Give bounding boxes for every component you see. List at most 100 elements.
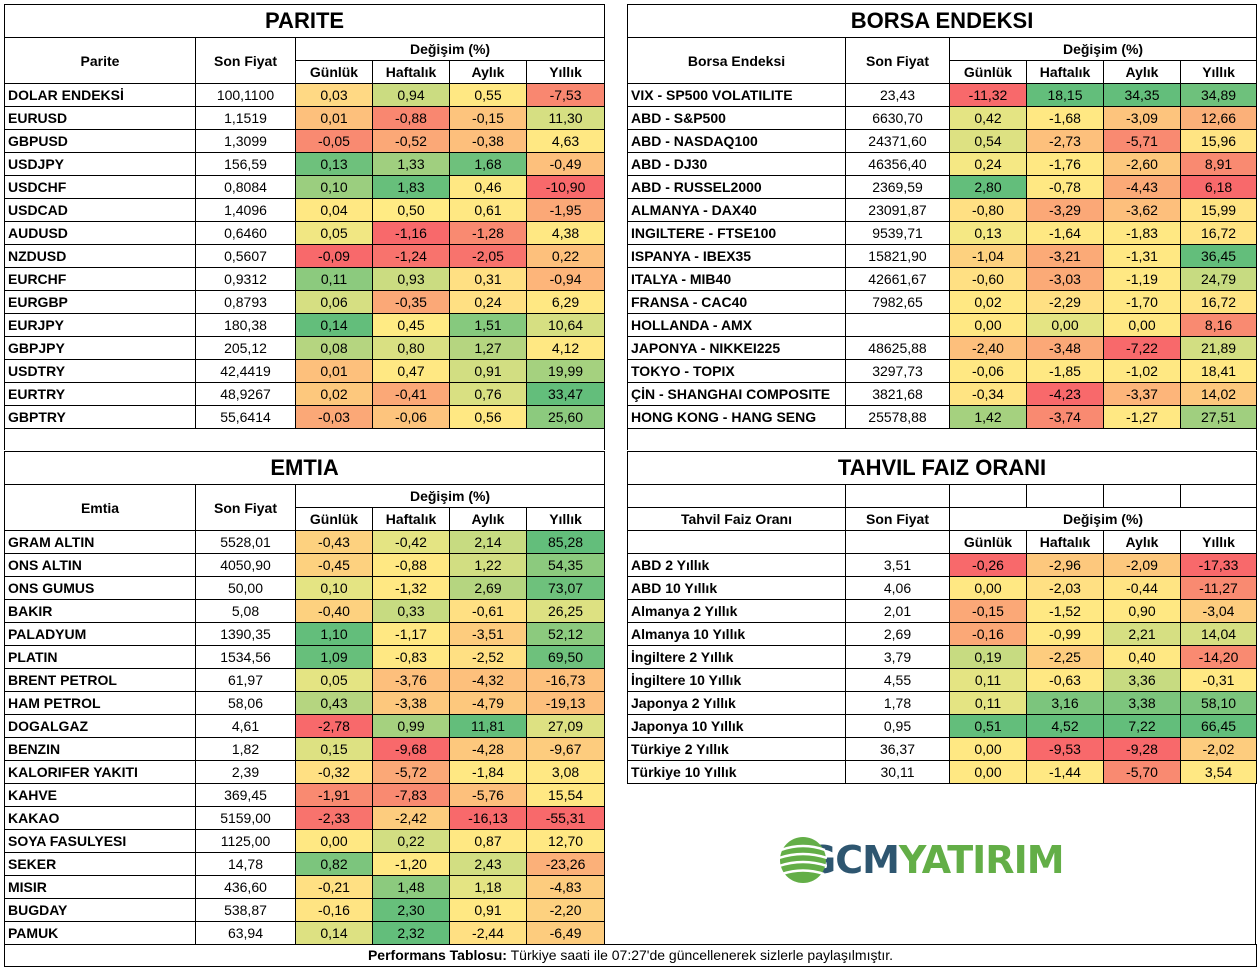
monthly-change: -0,44 <box>1103 576 1181 600</box>
daily-change: 0,42 <box>949 106 1027 130</box>
yearly-change: -16,73 <box>525 668 606 692</box>
yearly-change: 69,50 <box>525 645 606 669</box>
table-row: KAKAO 5159,00 -2,33 -2,42 -16,13 -55,31 <box>4 806 606 830</box>
weekly-change: 18,15 <box>1026 83 1104 107</box>
yearly-change: -14,20 <box>1179 645 1257 669</box>
row-name: INGILTERE - FTSE100 <box>627 221 846 245</box>
monthly-change: -2,52 <box>449 645 527 669</box>
table-row: EURCHF 0,9312 0,11 0,93 0,31 -0,94 <box>4 267 606 291</box>
yearly-change: -7,53 <box>525 83 606 107</box>
row-price: 0,6460 <box>195 221 296 245</box>
monthly-change: -5,71 <box>1103 129 1181 153</box>
yearly-change: 18,41 <box>1179 359 1257 383</box>
column-header-change: Değişim (%) <box>294 484 606 508</box>
yearly-change: 33,47 <box>525 382 606 406</box>
daily-change: -0,05 <box>295 129 373 153</box>
table-row: ALMANYA - DAX40 23091,87 -0,80 -3,29 -3,62 15… <box>627 198 1257 222</box>
row-price: 55,6414 <box>195 405 296 429</box>
gcm-yatirim-logo: GCM YATIRIM <box>775 832 1095 888</box>
weekly-change: -2,29 <box>1026 290 1104 314</box>
monthly-change: -0,38 <box>449 129 527 153</box>
weekly-change: -0,42 <box>372 530 450 554</box>
header-row: Borsa Endeksi Son Fiyat Değişim (%) <box>627 37 1257 84</box>
logo-text-yatirim: YATIRIM <box>898 838 1065 882</box>
row-price: 1125,00 <box>195 829 296 853</box>
daily-change: 0,13 <box>949 221 1027 245</box>
row-price: 2,01 <box>845 599 950 623</box>
weekly-change: -2,96 <box>1026 553 1104 577</box>
globe-icon <box>778 837 827 883</box>
yearly-change: -1,95 <box>525 198 606 222</box>
yearly-change: 4,38 <box>525 221 606 245</box>
daily-change: 0,82 <box>295 852 373 876</box>
weekly-change: 1,33 <box>372 152 450 176</box>
daily-change: 0,10 <box>295 175 373 199</box>
row-name: TOKYO - TOPIX <box>627 359 846 383</box>
row-price: 436,60 <box>195 875 296 899</box>
monthly-change: -1,83 <box>1103 221 1181 245</box>
row-name: ABD 10 Yıllık <box>627 576 846 600</box>
table-row: ONS GUMUS 50,00 0,10 -1,32 2,69 73,07 <box>4 576 606 600</box>
weekly-change: -1,64 <box>1026 221 1104 245</box>
row-price: 1,4096 <box>195 198 296 222</box>
column-header-aylik: Aylık <box>449 507 527 531</box>
yearly-change: -2,20 <box>525 898 606 922</box>
weekly-change: -3,48 <box>1026 336 1104 360</box>
monthly-change: -3,37 <box>1103 382 1181 406</box>
table-row: HAM PETROL 58,06 0,43 -3,38 -4,79 -19,13 <box>4 691 606 715</box>
row-price: 100,1100 <box>195 83 296 107</box>
yearly-change: 34,89 <box>1179 83 1257 107</box>
table-row: DOGALGAZ 4,61 -2,78 0,99 11,81 27,09 <box>4 714 606 738</box>
daily-change: 0,54 <box>949 129 1027 153</box>
row-name: EURCHF <box>4 267 196 291</box>
row-name: EURGBP <box>4 290 196 314</box>
row-price: 25578,88 <box>845 405 950 429</box>
row-price: 538,87 <box>195 898 296 922</box>
row-name: EURTRY <box>4 382 196 406</box>
row-price: 0,8084 <box>195 175 296 199</box>
daily-change: 2,80 <box>949 175 1027 199</box>
row-price: 6630,70 <box>845 106 950 130</box>
monthly-change: -1,02 <box>1103 359 1181 383</box>
table-row: USDCHF 0,8084 0,10 1,83 0,46 -10,90 <box>4 175 606 199</box>
row-price: 1534,56 <box>195 645 296 669</box>
table-row: GRAM ALTIN 5528,01 -0,43 -0,42 2,14 85,28 <box>4 530 606 554</box>
row-name: USDCHF <box>4 175 196 199</box>
daily-change: 0,03 <box>295 83 373 107</box>
monthly-change: -16,13 <box>449 806 527 830</box>
daily-change: 0,11 <box>949 691 1027 715</box>
row-price: 369,45 <box>195 783 296 807</box>
daily-change: 0,19 <box>949 645 1027 669</box>
yearly-change: 10,64 <box>525 313 606 337</box>
weekly-change: 4,52 <box>1026 714 1104 738</box>
table-row: ABD 10 Yıllık 4,06 0,00 -2,03 -0,44 -11,27 <box>627 576 1257 600</box>
yearly-change: 21,89 <box>1179 336 1257 360</box>
monthly-change: 3,38 <box>1103 691 1181 715</box>
monthly-change: 2,14 <box>449 530 527 554</box>
yearly-change: 15,54 <box>525 783 606 807</box>
column-header-gunluk: Günlük <box>295 60 373 84</box>
table-row: AUDUSD 0,6460 0,05 -1,16 -1,28 4,38 <box>4 221 606 245</box>
yearly-change: 19,99 <box>525 359 606 383</box>
row-name: ISPANYA - IBEX35 <box>627 244 846 268</box>
weekly-change: -4,23 <box>1026 382 1104 406</box>
title-row: TAHVIL FAIZ ORANI <box>626 451 1257 485</box>
row-name: HAM PETROL <box>4 691 196 715</box>
daily-change: -1,04 <box>949 244 1027 268</box>
monthly-change: 0,91 <box>449 898 527 922</box>
weekly-change: -9,68 <box>372 737 450 761</box>
row-price: 15821,90 <box>845 244 950 268</box>
header-row: Tahvil Faiz Oranı Son Fiyat Değişim (%) <box>627 507 1257 531</box>
daily-change: 1,42 <box>949 405 1027 429</box>
daily-change: -0,34 <box>949 382 1027 406</box>
weekly-change: -3,29 <box>1026 198 1104 222</box>
table-row: ABD - DJ30 46356,40 0,24 -1,76 -2,60 8,91 <box>627 152 1257 176</box>
table-row: USDJPY 156,59 0,13 1,33 1,68 -0,49 <box>4 152 606 176</box>
row-price: 0,5607 <box>195 244 296 268</box>
monthly-change: 34,35 <box>1103 83 1181 107</box>
row-price: 4,06 <box>845 576 950 600</box>
column-header-name: Emtia <box>4 484 196 531</box>
monthly-change: -2,44 <box>449 921 527 945</box>
column-header-name: Borsa Endeksi <box>627 37 846 84</box>
table-row: EURTRY 48,9267 0,02 -0,41 0,76 33,47 <box>4 382 606 406</box>
